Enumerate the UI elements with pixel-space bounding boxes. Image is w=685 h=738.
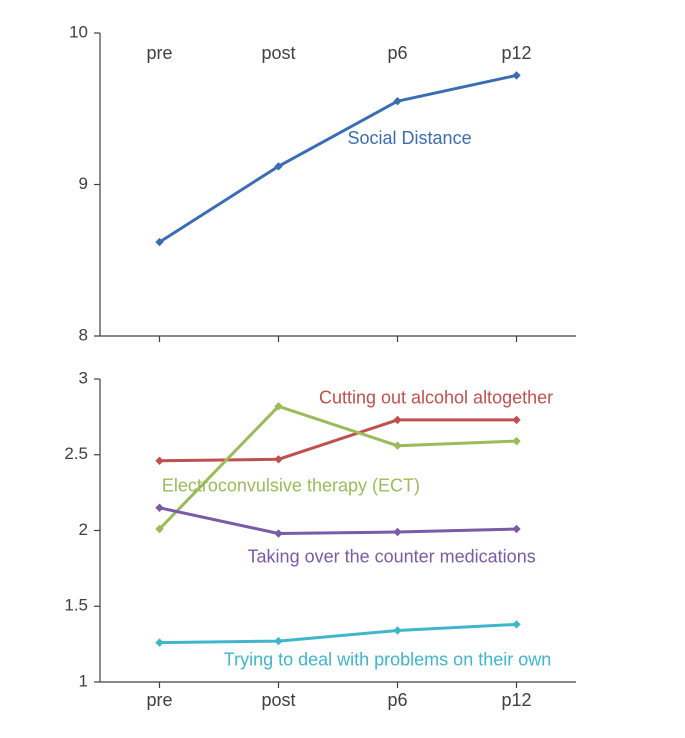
series-line [160, 508, 517, 534]
series-marker [394, 416, 401, 423]
y-tick-label: 3 [79, 368, 88, 387]
series-label: Social Distance [348, 128, 472, 148]
y-tick-label: 10 [69, 22, 88, 41]
chart-svg: 8 9 10 pre post p6 p12 Social Distance 1 1.5 2 2.5 3… [0, 0, 685, 738]
series-marker [513, 525, 520, 532]
series-marker [513, 72, 520, 79]
y-tick-label: 8 [79, 325, 88, 344]
series-label: Electroconvulsive therapy (ECT) [162, 475, 420, 495]
y-tick-label: 9 [79, 174, 88, 193]
series-marker [513, 438, 520, 445]
category-label: post [261, 690, 295, 710]
series-label: Cutting out alcohol altogether [319, 387, 553, 407]
series-line [160, 406, 517, 529]
series-marker [275, 530, 282, 537]
series-marker [275, 456, 282, 463]
y-tick-label: 1.5 [64, 596, 88, 615]
category-label: p6 [387, 43, 407, 63]
series-marker [513, 621, 520, 628]
y-tick-label: 2 [79, 520, 88, 539]
series-line [160, 75, 517, 242]
y-tick-label: 2.5 [64, 444, 88, 463]
chart-container: 8 9 10 pre post p6 p12 Social Distance 1 1.5 2 2.5 3… [0, 0, 685, 738]
category-label: p12 [501, 43, 531, 63]
series-marker [156, 457, 163, 464]
series-marker [156, 504, 163, 511]
series-marker [394, 627, 401, 634]
category-label: p12 [501, 690, 531, 710]
category-label: pre [146, 43, 172, 63]
series-label: Trying to deal with problems on their ow… [224, 650, 552, 670]
series-line [160, 624, 517, 642]
category-label: pre [146, 690, 172, 710]
series-marker [394, 442, 401, 449]
series-marker [394, 529, 401, 536]
series-marker [275, 638, 282, 645]
y-tick-label: 1 [79, 671, 88, 690]
category-label: p6 [387, 690, 407, 710]
series-label: Taking over the counter medications [248, 547, 536, 567]
series-marker [156, 639, 163, 646]
category-label: post [261, 43, 295, 63]
series-marker [513, 416, 520, 423]
